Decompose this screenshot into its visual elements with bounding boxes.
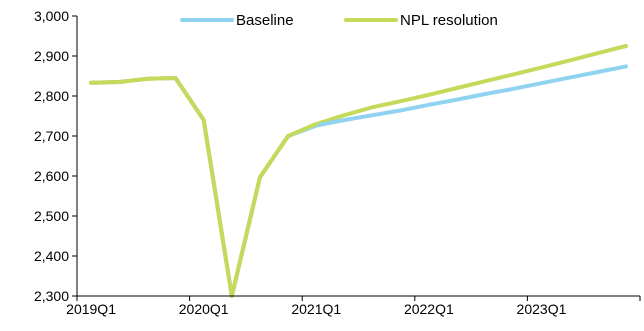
x-ticks: 2019Q1 2020Q1 2021Q1 2022Q1 2023Q1 [66, 296, 641, 317]
series-line-baseline [89, 64, 628, 298]
y-tick-label: 2,400 [34, 248, 69, 264]
y-tick-label: 2,500 [34, 208, 69, 224]
x-tick-label: 2021Q1 [291, 301, 341, 317]
x-tick-label: 2022Q1 [404, 301, 454, 317]
y-tick-label: 2,300 [34, 288, 69, 304]
y-tick-label: 2,600 [34, 168, 69, 184]
y-tick-label: 3,000 [34, 8, 69, 24]
series-layer [89, 44, 628, 298]
y-tick-label: 2,900 [34, 48, 69, 64]
y-tick-label: 2,700 [34, 128, 69, 144]
series-line-shared-segment [89, 76, 319, 298]
y-ticks: 2,300 2,400 2,500 2,600 2,700 2,800 2,900 3,000 [34, 8, 77, 304]
legend-label: Baseline [236, 12, 294, 29]
x-tick-label: 2019Q1 [66, 301, 116, 317]
y-tick-label: 2,800 [34, 88, 69, 104]
legend-label: NPL resolution [400, 12, 498, 29]
chart-legend: Baseline NPL resolution [180, 12, 498, 29]
axes-layer [76, 16, 640, 297]
x-tick-label: 2023Q1 [517, 301, 567, 317]
x-tick-label: 2020Q1 [179, 301, 229, 317]
